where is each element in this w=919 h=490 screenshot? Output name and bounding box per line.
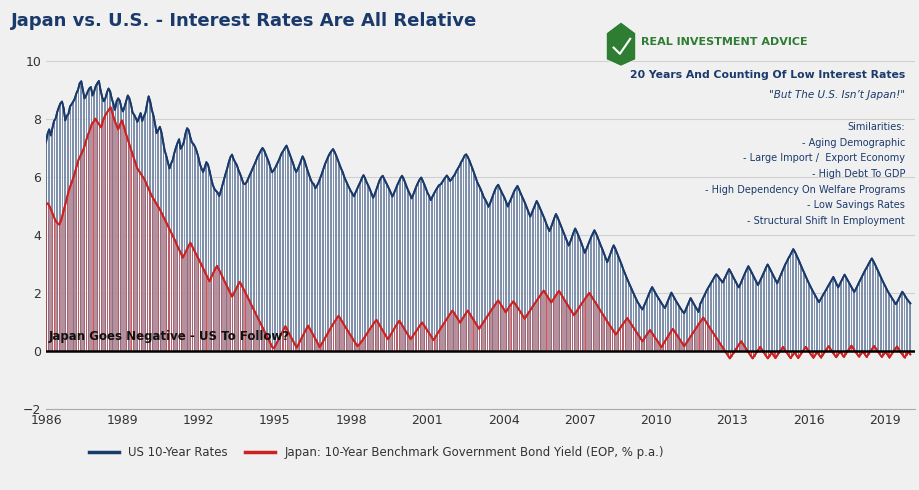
Text: Japan vs. U.S. - Interest Rates Are All Relative: Japan vs. U.S. - Interest Rates Are All … [11, 12, 477, 30]
Legend: US 10-Year Rates, Japan: 10-Year Benchmark Government Bond Yield (EOP, % p.a.): US 10-Year Rates, Japan: 10-Year Benchma… [85, 441, 668, 464]
Text: "But The U.S. Isn’t Japan!": "But The U.S. Isn’t Japan!" [768, 90, 904, 100]
Polygon shape [606, 22, 635, 66]
Text: Similarities:
- Aging Demographic
- Large Import /  Export Economy
- High Debt T: Similarities: - Aging Demographic - Larg… [704, 122, 904, 226]
Text: 20 Years And Counting Of Low Interest Rates: 20 Years And Counting Of Low Interest Ra… [630, 70, 904, 80]
Text: REAL INVESTMENT ADVICE: REAL INVESTMENT ADVICE [641, 37, 807, 47]
Text: Japan Goes Negative - US To Follow?: Japan Goes Negative - US To Follow? [49, 330, 289, 343]
